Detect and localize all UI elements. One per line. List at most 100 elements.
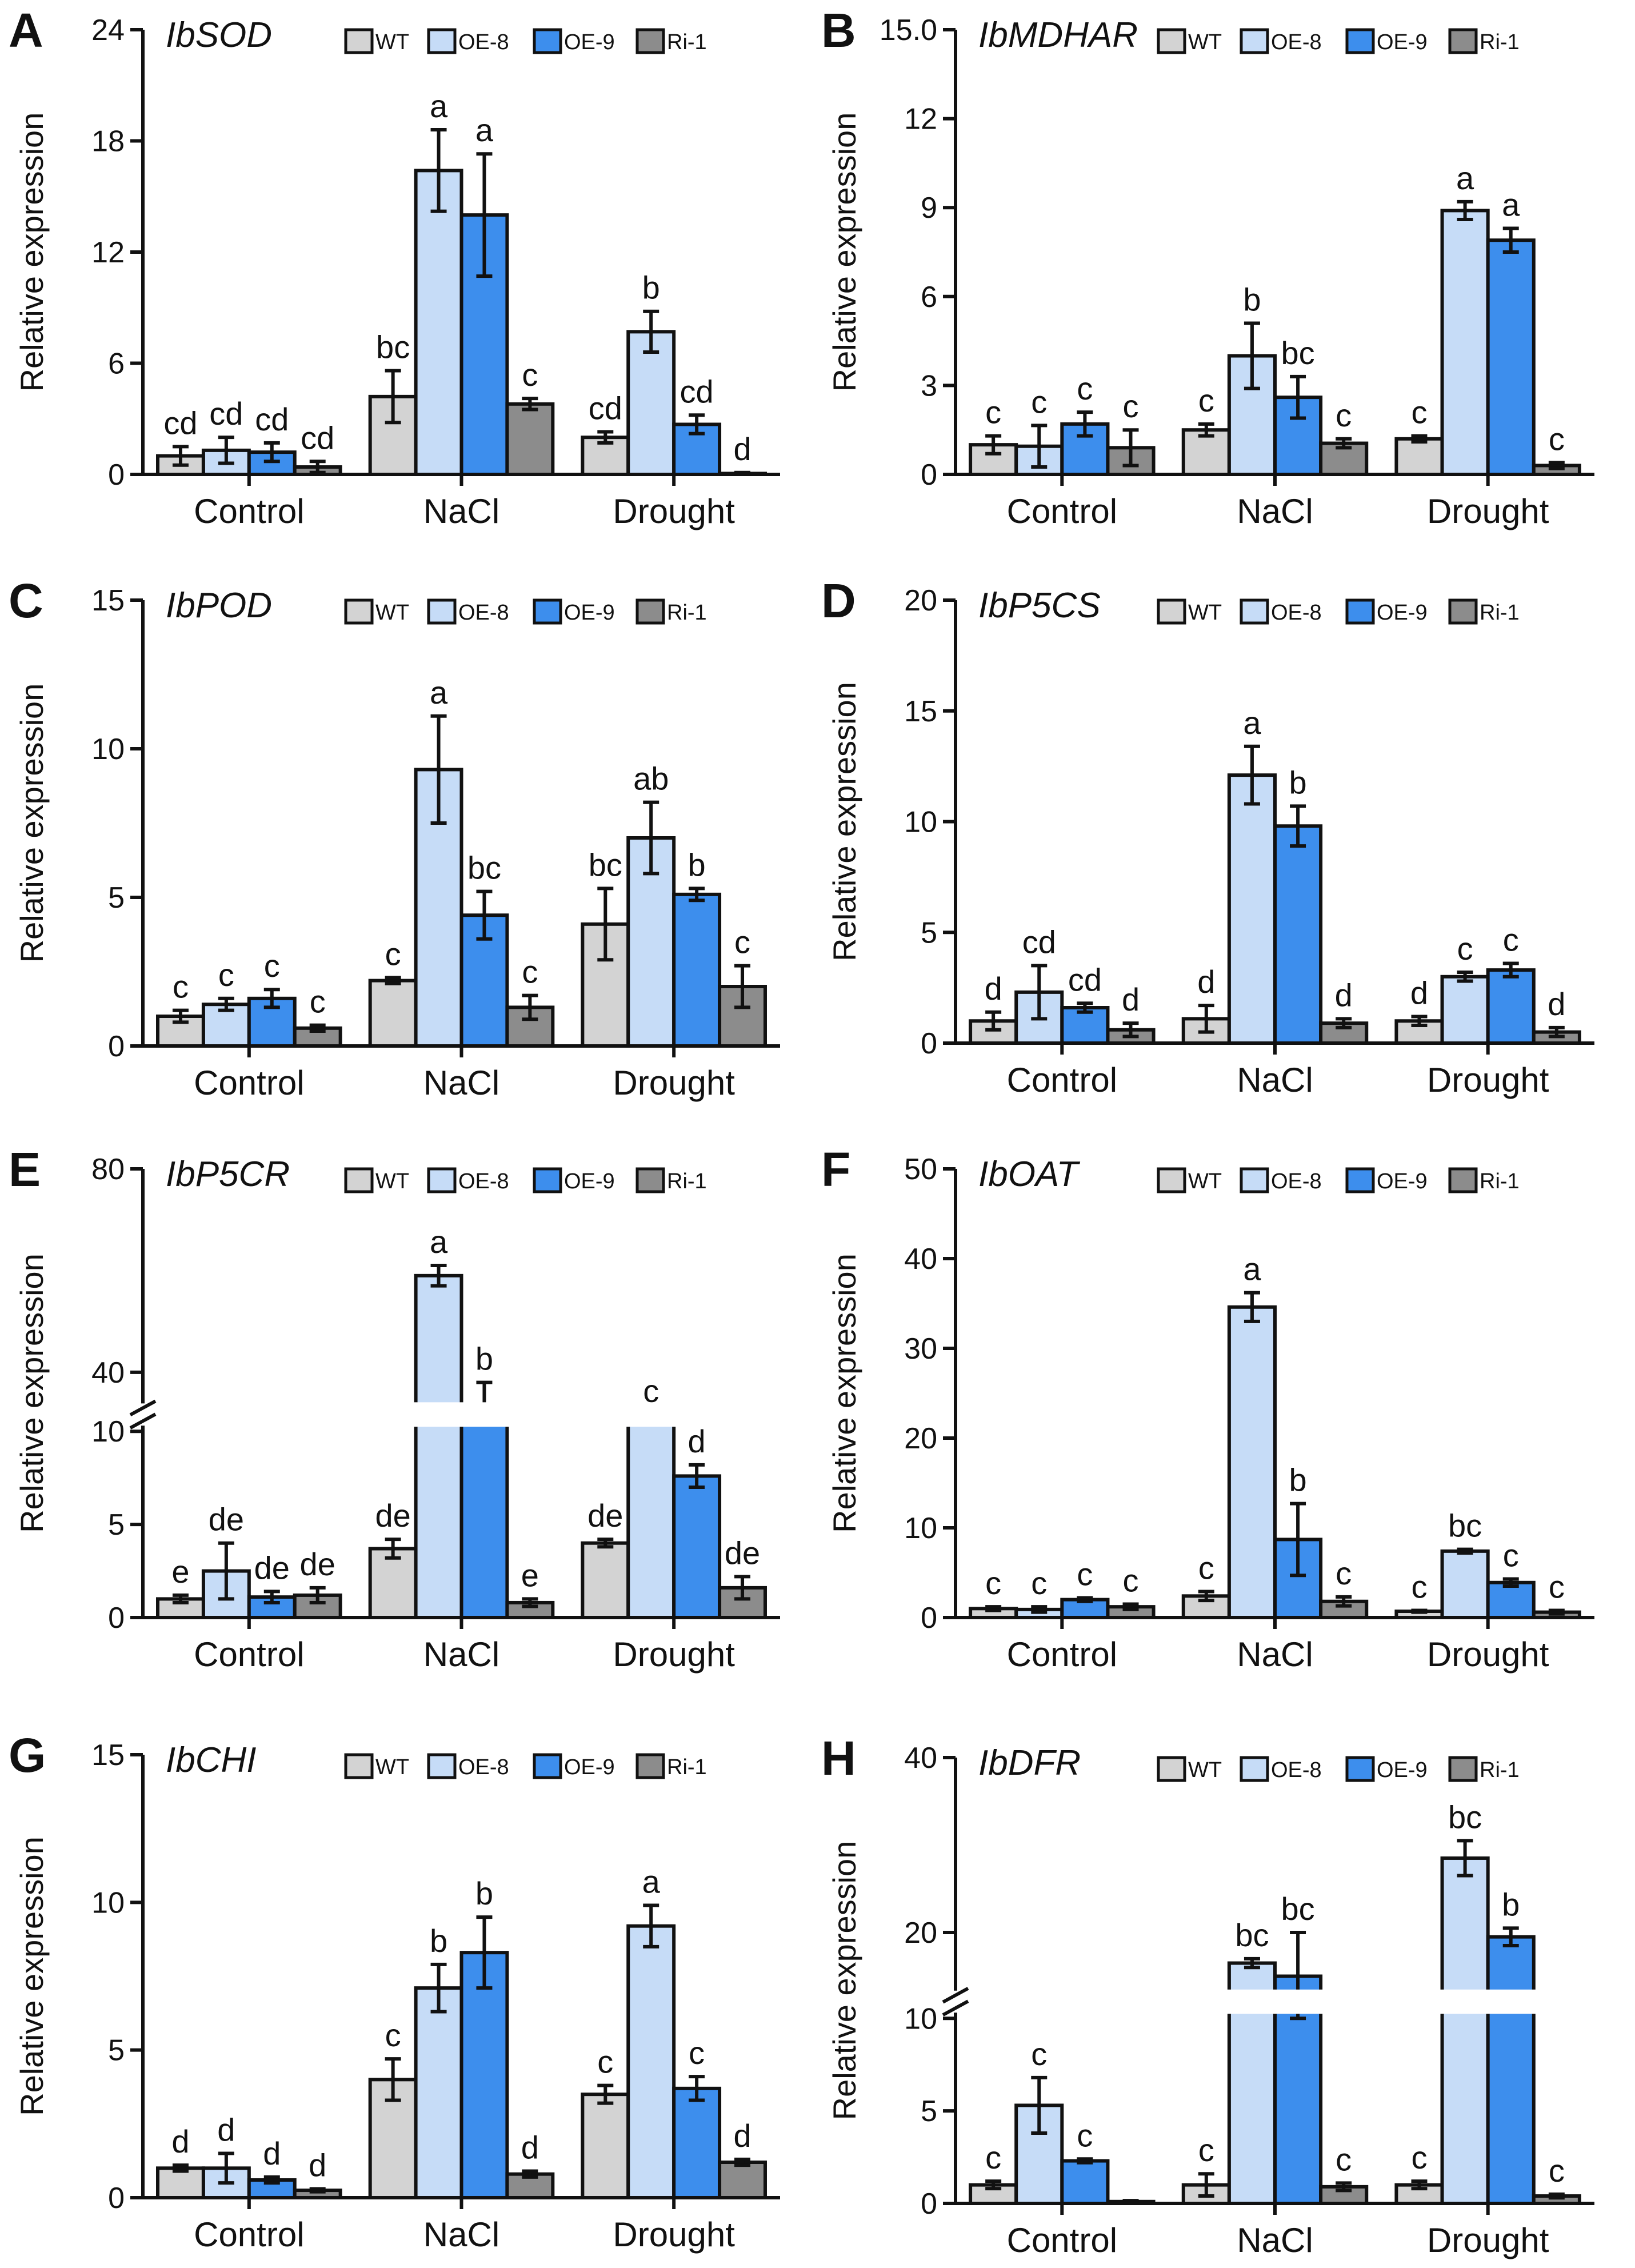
- legend-swatch: [1345, 598, 1375, 625]
- y-tick-label: 5: [921, 2095, 937, 2128]
- significance-label: d: [263, 2135, 281, 2171]
- legend-label: WT: [375, 1169, 409, 1193]
- y-axis-label: Relative expression: [826, 1841, 862, 2121]
- y-tick-label: 0: [108, 1602, 125, 1635]
- significance-label: c: [310, 984, 326, 1020]
- legend-label: OE-9: [564, 1169, 615, 1193]
- gene-title: IbMDHAR: [978, 15, 1138, 55]
- y-tick-label: 10: [91, 1415, 125, 1448]
- legend-label: Ri-1: [667, 601, 707, 625]
- significance-label: d: [1335, 977, 1353, 1013]
- legend-label: OE-9: [564, 601, 615, 625]
- significance-label: de: [209, 1502, 244, 1538]
- panel-letter: E: [9, 1143, 41, 1196]
- x-category-label: Control: [194, 492, 304, 530]
- significance-label: c: [1411, 2139, 1427, 2175]
- significance-label: b: [1243, 281, 1261, 317]
- bar: [1440, 1549, 1490, 1620]
- x-category-label: Drought: [1427, 2221, 1549, 2259]
- legend-swatch: [427, 1753, 457, 1779]
- significance-label: a: [475, 112, 494, 148]
- x-category-label: NaCl: [1237, 2221, 1313, 2259]
- gene-title: IbDFR: [978, 1743, 1081, 1783]
- legend-swatch: [427, 598, 457, 625]
- x-category-label: Drought: [613, 492, 735, 530]
- significance-label: c: [1503, 1537, 1519, 1573]
- y-axis-label: Relative expression: [14, 113, 50, 392]
- y-tick-label: 6: [108, 348, 125, 381]
- significance-label: a: [430, 88, 448, 124]
- panel-letter: F: [821, 1143, 850, 1196]
- panel-c: C IbPOD WT OE-8 OE-9 Ri-1 Relative expression c…: [9, 574, 780, 1102]
- significance-label: de: [375, 1498, 410, 1534]
- gene-title: IbPOD: [166, 586, 272, 625]
- significance-label: d: [521, 2130, 539, 2166]
- bar: [1440, 1856, 1490, 2205]
- significance-label: c: [1198, 2132, 1214, 2168]
- axis-break-mask: [938, 1989, 1594, 2014]
- legend-label: OE-9: [1377, 1758, 1428, 1782]
- y-tick-label: 0: [921, 458, 937, 492]
- legend-swatch: [427, 1167, 457, 1193]
- y-tick-label: 6: [921, 281, 937, 314]
- axis-break-mark: [129, 1412, 157, 1430]
- significance-label: c: [1123, 1562, 1139, 1598]
- y-axis-label: Relative expression: [826, 682, 862, 961]
- legend-label: OE-9: [564, 1755, 615, 1779]
- significance-label: c: [985, 394, 1001, 430]
- significance-label: d: [985, 971, 1002, 1007]
- significance-label: c: [264, 948, 280, 984]
- y-tick-label: 80: [91, 1153, 125, 1186]
- bar: [626, 1412, 676, 1620]
- y-tick-label: 20: [904, 584, 937, 617]
- axis-break-mark: [942, 1987, 969, 2004]
- x-category-label: NaCl: [423, 2215, 499, 2254]
- significance-label: a: [1502, 187, 1520, 223]
- legend-swatch: [635, 598, 665, 625]
- x-category-label: Drought: [613, 1635, 735, 1674]
- significance-label: c: [173, 969, 189, 1005]
- significance-label: d: [217, 2112, 235, 2148]
- bar: [1227, 773, 1277, 1045]
- significance-label: bc: [1448, 1508, 1482, 1544]
- legend-swatch: [1240, 28, 1269, 54]
- legend-swatch: [1240, 1756, 1269, 1782]
- y-axis-label: Relative expression: [14, 1836, 50, 2116]
- y-tick-label: 0: [108, 2182, 125, 2215]
- significance-label: a: [1243, 1251, 1261, 1287]
- panel-letter: H: [821, 1731, 856, 1785]
- panel-d: D IbP5CS WT OE-8 OE-9 Ri-1 Relative expression…: [821, 574, 1594, 1099]
- significance-label: cd: [163, 405, 197, 441]
- y-tick-label: 5: [108, 2034, 125, 2067]
- y-tick-label: 0: [108, 1030, 125, 1063]
- significance-label: cd: [1068, 961, 1102, 997]
- panel-g: G IbCHI WT OE-8 OE-9 Ri-1 Relative expression d…: [9, 1728, 780, 2254]
- legend-label: Ri-1: [1480, 30, 1520, 54]
- significance-label: c: [985, 1565, 1001, 1601]
- significance-label: c: [985, 2139, 1001, 2175]
- legend-label: OE-9: [1377, 601, 1428, 625]
- significance-label: c: [385, 936, 401, 972]
- significance-label: b: [1289, 764, 1306, 800]
- significance-label: cd: [301, 420, 334, 456]
- significance-label: c: [689, 2035, 705, 2071]
- bar: [1440, 209, 1490, 476]
- significance-label: d: [688, 1423, 706, 1459]
- panel-letter: A: [9, 3, 43, 57]
- x-category-label: NaCl: [423, 1635, 499, 1674]
- significance-label: c: [1411, 1568, 1427, 1604]
- legend-swatch: [1448, 598, 1478, 625]
- bar: [1014, 2103, 1064, 2205]
- bar: [1273, 824, 1323, 1045]
- bar: [1486, 238, 1536, 476]
- y-tick-label: 18: [91, 125, 125, 158]
- x-category-label: NaCl: [423, 492, 499, 530]
- significance-label: ab: [633, 761, 669, 797]
- x-category-label: Control: [194, 1064, 304, 1102]
- legend-label: Ri-1: [1480, 1169, 1520, 1193]
- legend-swatch: [635, 28, 665, 54]
- y-tick-label: 15: [904, 695, 937, 728]
- y-tick-label: 12: [904, 103, 937, 136]
- significance-label: b: [642, 270, 660, 306]
- bar: [672, 892, 722, 1048]
